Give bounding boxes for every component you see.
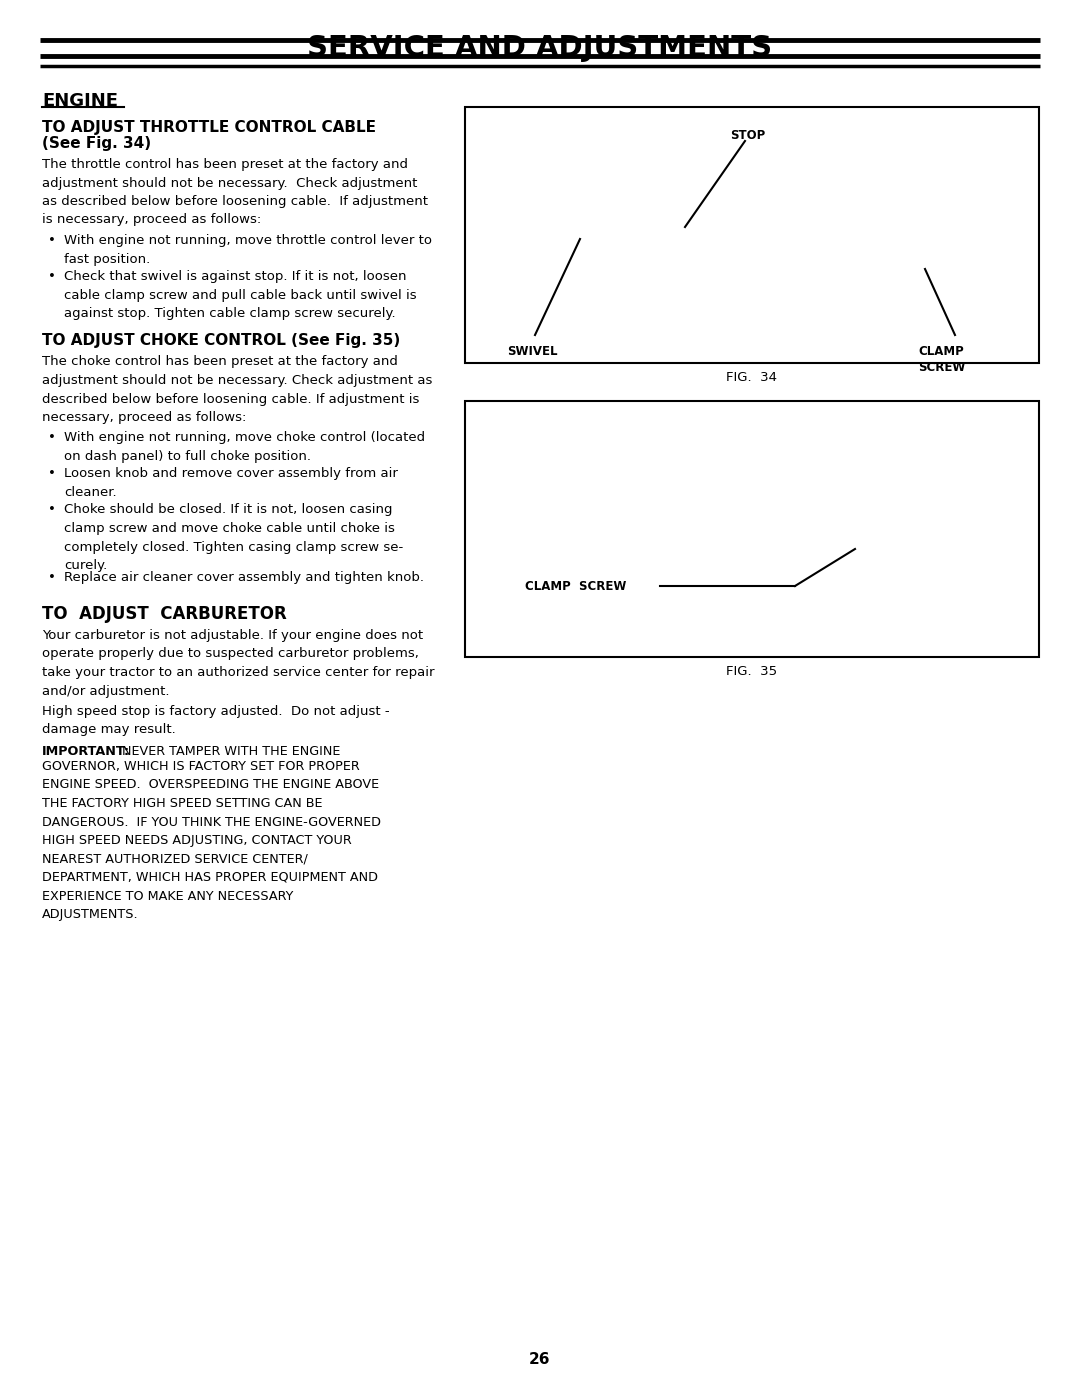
Text: ENGINE: ENGINE <box>42 92 118 110</box>
Text: Your carburetor is not adjustable. If your engine does not
operate properly due : Your carburetor is not adjustable. If yo… <box>42 629 434 697</box>
Text: The choke control has been preset at the factory and
adjustment should not be ne: The choke control has been preset at the… <box>42 355 432 425</box>
Text: Check that swivel is against stop. If it is not, loosen
cable clamp screw and pu: Check that swivel is against stop. If it… <box>64 270 417 320</box>
Text: With engine not running, move throttle control lever to
fast position.: With engine not running, move throttle c… <box>64 235 432 265</box>
Text: Replace air cleaner cover assembly and tighten knob.: Replace air cleaner cover assembly and t… <box>64 570 424 584</box>
Text: Loosen knob and remove cover assembly from air
cleaner.: Loosen knob and remove cover assembly fr… <box>64 468 397 499</box>
Text: 26: 26 <box>529 1351 551 1366</box>
Text: SERVICE AND ADJUSTMENTS: SERVICE AND ADJUSTMENTS <box>308 34 772 61</box>
Text: •: • <box>48 570 56 584</box>
Text: (See Fig. 34): (See Fig. 34) <box>42 136 151 151</box>
Bar <box>465 401 1039 657</box>
Text: •: • <box>48 235 56 247</box>
Text: NEVER TAMPER WITH THE ENGINE: NEVER TAMPER WITH THE ENGINE <box>114 745 340 759</box>
Text: •: • <box>48 503 56 517</box>
Text: FIG.  35: FIG. 35 <box>727 665 778 678</box>
Text: High speed stop is factory adjusted.  Do not adjust -
damage may result.: High speed stop is factory adjusted. Do … <box>42 705 390 736</box>
Text: STOP: STOP <box>730 129 766 142</box>
Text: IMPORTANT:: IMPORTANT: <box>42 745 130 759</box>
Text: The throttle control has been preset at the factory and
adjustment should not be: The throttle control has been preset at … <box>42 158 428 226</box>
Text: CLAMP  SCREW: CLAMP SCREW <box>525 580 626 592</box>
Text: TO ADJUST CHOKE CONTROL (See Fig. 35): TO ADJUST CHOKE CONTROL (See Fig. 35) <box>42 334 401 348</box>
Text: •: • <box>48 432 56 444</box>
Text: FIG.  34: FIG. 34 <box>727 372 778 384</box>
Text: TO ADJUST THROTTLE CONTROL CABLE: TO ADJUST THROTTLE CONTROL CABLE <box>42 120 376 136</box>
Text: With engine not running, move choke control (located
on dash panel) to full chok: With engine not running, move choke cont… <box>64 432 426 462</box>
Text: TO  ADJUST  CARBURETOR: TO ADJUST CARBURETOR <box>42 605 287 623</box>
Text: GOVERNOR, WHICH IS FACTORY SET FOR PROPER
ENGINE SPEED.  OVERSPEEDING THE ENGINE: GOVERNOR, WHICH IS FACTORY SET FOR PROPE… <box>42 760 381 921</box>
Text: CLAMP
SCREW: CLAMP SCREW <box>918 345 966 374</box>
Text: Choke should be closed. If it is not, loosen casing
clamp screw and move choke c: Choke should be closed. If it is not, lo… <box>64 503 403 571</box>
Text: •: • <box>48 468 56 481</box>
Text: •: • <box>48 270 56 284</box>
Text: SWIVEL: SWIVEL <box>507 345 557 358</box>
Bar <box>465 108 1039 363</box>
